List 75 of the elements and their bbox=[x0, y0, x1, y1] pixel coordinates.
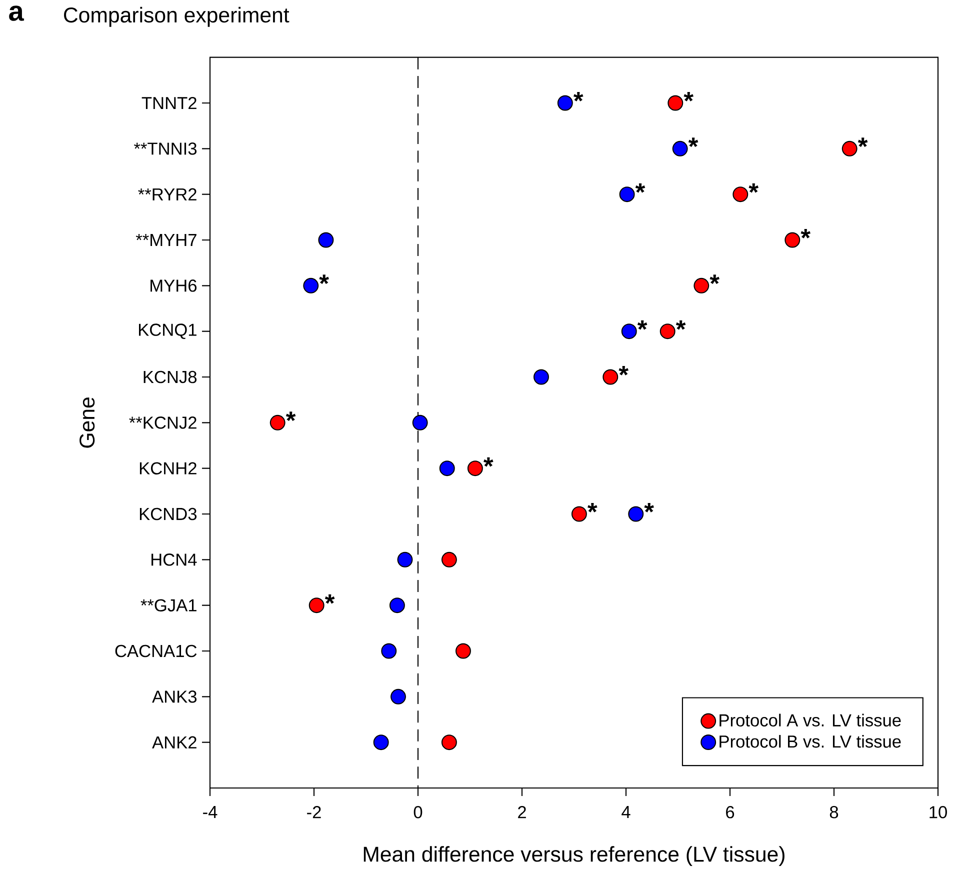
y-tick-label: **GJA1 bbox=[140, 599, 196, 612]
annotation: * bbox=[637, 320, 648, 330]
point bbox=[441, 734, 457, 750]
point bbox=[381, 643, 397, 659]
y-tick-label: ANK2 bbox=[152, 736, 196, 748]
point bbox=[732, 186, 748, 202]
y-tick-label: KCNQ1 bbox=[138, 324, 196, 340]
y-tick-label: TNNT2 bbox=[142, 96, 196, 110]
chart-title: Comparison experiment bbox=[64, 6, 290, 27]
x-tick-label: 10 bbox=[930, 806, 947, 818]
y-tick-label: MYH6 bbox=[150, 280, 197, 292]
point bbox=[441, 552, 457, 568]
x-tick-label: -4 bbox=[203, 806, 218, 818]
point bbox=[270, 414, 286, 430]
legend-label: Protocol B vs. LV tissue bbox=[720, 734, 901, 748]
point bbox=[303, 278, 319, 294]
y-tick-label: **MYH7 bbox=[136, 234, 196, 246]
x-tick-label: 2 bbox=[518, 806, 526, 818]
point bbox=[694, 278, 710, 294]
point bbox=[619, 186, 635, 202]
x-tick-label: 6 bbox=[726, 806, 734, 818]
point bbox=[672, 140, 688, 156]
point bbox=[660, 324, 676, 340]
point bbox=[628, 506, 644, 522]
x-tick-label: -2 bbox=[307, 806, 321, 818]
point bbox=[534, 369, 549, 385]
point bbox=[784, 232, 800, 248]
y-tick-label: **TNNI3 bbox=[134, 142, 197, 155]
annotation: * bbox=[748, 183, 758, 193]
y-tick-label: **RYR2 bbox=[138, 188, 196, 200]
y-tick-label: CACNA1C bbox=[115, 644, 197, 658]
point bbox=[390, 688, 406, 704]
point bbox=[397, 552, 413, 568]
point bbox=[621, 324, 637, 340]
annotation: * bbox=[324, 594, 335, 604]
point bbox=[318, 232, 334, 248]
x-axis-title: Mean difference versus reference (LV tissue) bbox=[364, 846, 784, 866]
y-tick-label: **KCNJ2 bbox=[129, 416, 196, 429]
y-tick-label: HCN4 bbox=[152, 554, 197, 566]
point bbox=[557, 95, 573, 111]
y-tick-label: KCNJ8 bbox=[144, 370, 197, 384]
annotation: * bbox=[319, 274, 329, 284]
annotation: * bbox=[484, 457, 494, 467]
annotation: * bbox=[286, 412, 296, 422]
point bbox=[456, 643, 471, 659]
point bbox=[602, 369, 618, 385]
point bbox=[308, 598, 324, 614]
annotation: * bbox=[588, 502, 598, 512]
point bbox=[373, 734, 389, 750]
y-tick-label: ANK3 bbox=[152, 690, 197, 703]
annotation: * bbox=[710, 274, 720, 284]
annotation: * bbox=[858, 138, 868, 148]
y-axis-title: Gene bbox=[80, 398, 95, 448]
point bbox=[412, 414, 428, 430]
x-tick-label: 0 bbox=[414, 806, 422, 818]
point bbox=[571, 506, 587, 522]
annotation: * bbox=[644, 502, 654, 512]
point bbox=[467, 460, 483, 476]
annotation: * bbox=[635, 183, 646, 193]
point bbox=[842, 140, 858, 156]
text: a bbox=[9, 6, 24, 21]
point bbox=[668, 95, 684, 111]
x-tick-label: 8 bbox=[830, 806, 838, 818]
point bbox=[389, 598, 405, 614]
annotation: * bbox=[618, 366, 628, 376]
annotation: * bbox=[574, 92, 584, 102]
annotation: * bbox=[800, 228, 810, 238]
point bbox=[439, 460, 455, 476]
y-tick-label: KCNH2 bbox=[140, 462, 196, 474]
annotation: * bbox=[676, 320, 686, 330]
legend-label: Protocol A vs. LV tissue bbox=[720, 714, 901, 726]
y-tick-label: KCND3 bbox=[140, 508, 197, 520]
annotation: * bbox=[684, 92, 694, 102]
x-tick-label: 4 bbox=[622, 806, 630, 818]
annotation: * bbox=[688, 138, 698, 148]
